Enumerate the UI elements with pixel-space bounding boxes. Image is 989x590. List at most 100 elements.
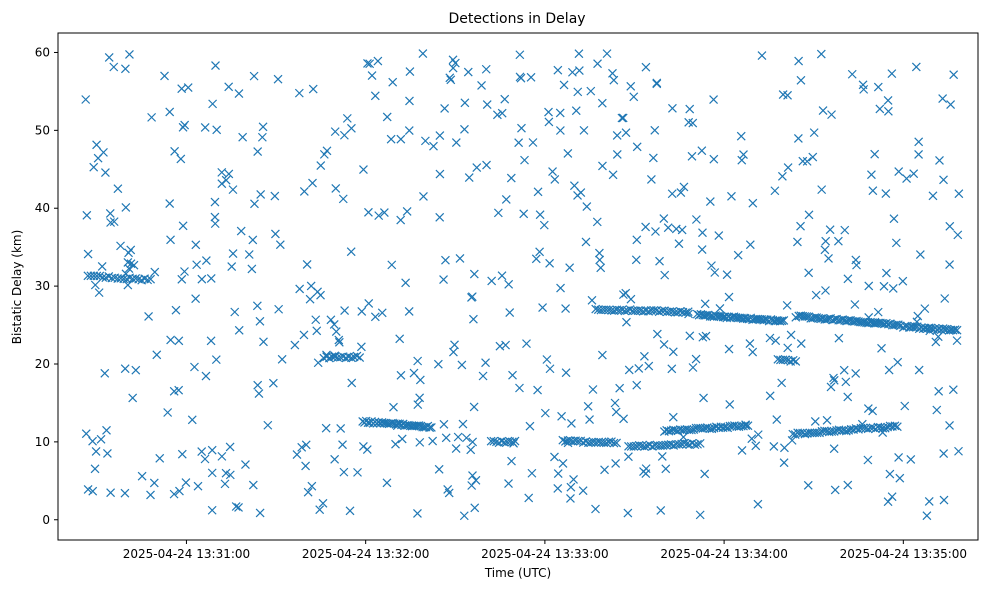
detection-marker: [420, 136, 430, 146]
detection-marker: [571, 106, 581, 116]
detection-marker: [698, 228, 707, 238]
detection-marker: [891, 238, 901, 248]
detection-marker: [550, 452, 559, 462]
detection-marker: [441, 433, 451, 443]
detection-marker: [497, 108, 507, 118]
detection-marker: [234, 325, 244, 335]
detection-marker: [791, 357, 801, 366]
detection-marker: [548, 167, 557, 177]
detection-marker: [685, 104, 695, 114]
detection-marker: [887, 492, 897, 502]
detection-marker: [598, 161, 607, 171]
detection-marker: [847, 69, 857, 79]
detection-marker: [464, 173, 474, 182]
detection-marker: [553, 483, 563, 493]
detection-marker: [428, 436, 438, 446]
detection-marker: [308, 178, 317, 188]
detection-marker: [644, 306, 653, 316]
detection-marker: [765, 391, 775, 401]
detection-marker: [573, 191, 582, 200]
detection-marker: [824, 254, 833, 263]
detection-marker: [104, 52, 114, 62]
detection-marker: [379, 208, 389, 217]
detection-marker: [404, 306, 414, 316]
detection-marker: [939, 495, 949, 505]
detection-marker: [669, 440, 679, 450]
detection-marker: [492, 110, 502, 120]
detection-marker: [890, 421, 900, 431]
detection-marker: [455, 253, 465, 263]
detection-marker: [99, 147, 108, 157]
detection-marker: [96, 434, 106, 444]
detection-marker: [177, 274, 187, 284]
detection-marker: [253, 147, 263, 156]
detection-marker: [885, 469, 895, 479]
detection-marker: [607, 437, 616, 447]
detection-marker: [820, 245, 830, 255]
detection-marker: [879, 281, 889, 291]
detection-marker: [825, 225, 835, 235]
detection-marker: [693, 439, 702, 449]
detection-marker: [843, 392, 853, 402]
detection-marker: [892, 422, 902, 432]
detection-marker: [652, 79, 662, 89]
detection-marker: [804, 268, 814, 278]
detection-marker: [100, 368, 110, 378]
detection-marker: [97, 261, 107, 271]
detection-marker: [873, 82, 883, 92]
detection-marker: [873, 307, 883, 317]
detection-marker: [482, 100, 492, 110]
detection-marker: [569, 475, 578, 484]
detection-marker: [894, 167, 904, 176]
detection-marker: [322, 146, 332, 156]
detection-marker: [889, 214, 899, 224]
detection-marker: [914, 137, 924, 147]
detection-marker: [177, 84, 187, 94]
detection-marker: [667, 364, 677, 374]
detection-marker: [887, 69, 897, 79]
detection-marker: [404, 126, 414, 135]
detection-marker: [612, 130, 622, 140]
detection-marker: [352, 351, 362, 361]
detection-marker: [854, 424, 863, 434]
detection-marker: [449, 347, 458, 357]
detection-marker: [217, 167, 227, 177]
detection-marker: [131, 365, 141, 375]
detection-marker: [525, 421, 535, 431]
detection-marker: [945, 420, 954, 430]
detection-marker: [418, 49, 428, 59]
detection-marker: [493, 208, 503, 218]
detection-marker: [609, 75, 619, 85]
detection-marker: [463, 67, 473, 77]
detection-marker: [326, 315, 336, 325]
detection-marker: [412, 421, 422, 431]
detection-marker: [906, 454, 916, 464]
detection-marker: [800, 312, 810, 321]
detection-marker: [515, 50, 525, 60]
detection-marker: [217, 179, 227, 189]
detection-marker: [701, 331, 711, 341]
detection-marker: [270, 191, 280, 201]
detection-marker: [545, 258, 555, 268]
detection-marker: [737, 446, 747, 455]
detection-marker: [347, 378, 357, 388]
detection-marker: [648, 153, 658, 163]
detection-marker: [386, 134, 396, 144]
detection-marker: [851, 368, 861, 378]
detection-marker: [954, 189, 964, 199]
detection-marker: [504, 279, 514, 289]
detection-marker: [709, 154, 719, 164]
detection-marker: [201, 256, 211, 265]
detection-marker: [143, 275, 153, 285]
detection-marker: [316, 161, 326, 171]
detection-marker: [841, 377, 851, 387]
detection-marker: [893, 320, 903, 330]
detection-marker: [415, 393, 425, 403]
detection-marker: [624, 452, 633, 462]
detection-marker: [868, 406, 878, 416]
detection-marker: [608, 170, 618, 180]
detection-marker: [796, 75, 806, 85]
detection-marker: [679, 182, 689, 192]
detection-marker: [210, 212, 220, 222]
detection-marker: [389, 402, 398, 412]
